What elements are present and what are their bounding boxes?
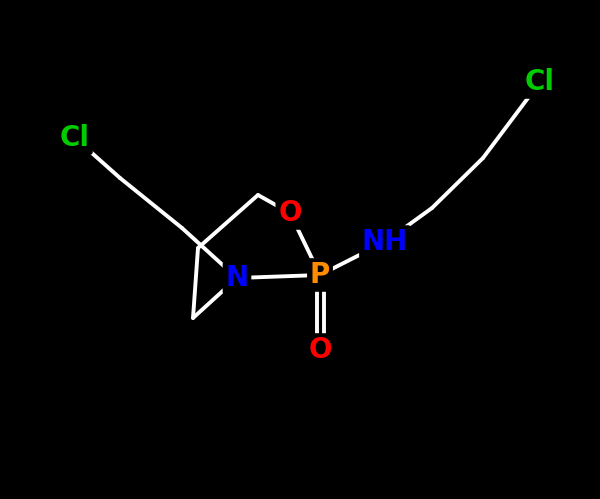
Text: Cl: Cl [525, 68, 555, 96]
Text: O: O [278, 199, 302, 227]
Text: N: N [226, 264, 248, 292]
Text: Cl: Cl [60, 124, 90, 152]
Text: P: P [310, 261, 330, 289]
Text: NH: NH [362, 228, 408, 256]
Text: O: O [308, 336, 332, 364]
